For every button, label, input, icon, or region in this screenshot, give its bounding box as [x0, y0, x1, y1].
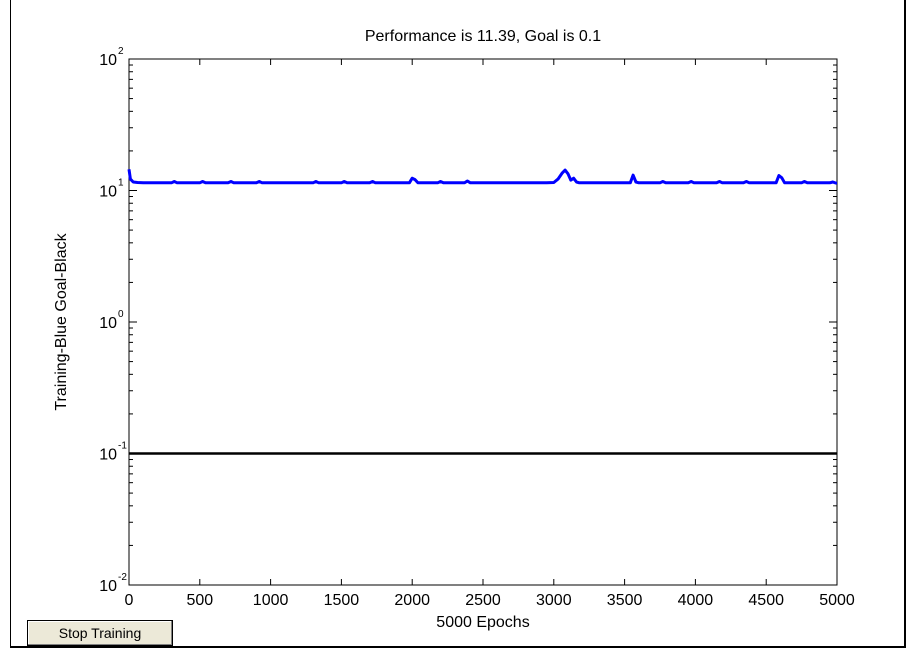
x-tick-label: 0	[125, 592, 134, 609]
x-axis-label: 5000 Epochs	[436, 614, 529, 631]
y-tick-label: 10	[99, 52, 117, 69]
x-tick-label: 4000	[678, 592, 714, 609]
y-axis-label: Training-Blue Goal-Black	[53, 232, 70, 410]
stop-training-button[interactable]: Stop Training	[27, 620, 173, 646]
x-tick-label: 4500	[748, 592, 784, 609]
performance-chart: 0 500 1000 1500 2000 2500 3000 3500 4000 4500 5000…	[53, 28, 855, 631]
chart-title: Performance is 11.39, Goal is 0.1	[365, 28, 601, 45]
x-tick-label: 2000	[394, 592, 430, 609]
plot-area	[128, 58, 838, 586]
y-tick-exponent: 2	[118, 46, 124, 57]
training-window: 0 500 1000 1500 2000 2500 3000 3500 4000 4500 5000…	[10, 0, 906, 648]
y-tick-label: 10	[99, 447, 117, 464]
training-performance-line	[127, 168, 838, 185]
y-tick-label: 10	[99, 578, 117, 595]
y-tick-label: 10	[99, 184, 117, 201]
y-tick-label: 10	[99, 315, 117, 332]
y-tick-exponent: -2	[118, 572, 127, 583]
x-tick-label: 3500	[607, 592, 643, 609]
x-tick-label: 3000	[536, 592, 572, 609]
x-tick-label: 1000	[253, 592, 289, 609]
x-tick-label: 500	[186, 592, 213, 609]
x-tick-label: 1500	[324, 592, 360, 609]
y-tick-exponent: 1	[118, 178, 124, 189]
y-tick-exponent: -1	[118, 441, 127, 452]
y-tick-exponent: 0	[118, 309, 124, 320]
x-tick-label: 2500	[465, 592, 501, 609]
x-tick-label: 5000	[819, 592, 855, 609]
